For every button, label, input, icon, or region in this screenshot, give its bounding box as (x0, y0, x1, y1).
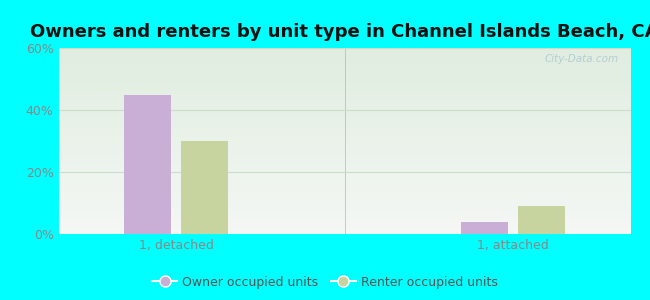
Text: City-Data.com: City-Data.com (545, 54, 619, 64)
Bar (124, 94, 171, 234)
Bar (461, 222, 508, 234)
Bar (181, 141, 228, 234)
Legend: Owner occupied units, Renter occupied units: Owner occupied units, Renter occupied un… (148, 271, 502, 294)
Bar (518, 206, 565, 234)
Title: Owners and renters by unit type in Channel Islands Beach, CA: Owners and renters by unit type in Chann… (31, 23, 650, 41)
